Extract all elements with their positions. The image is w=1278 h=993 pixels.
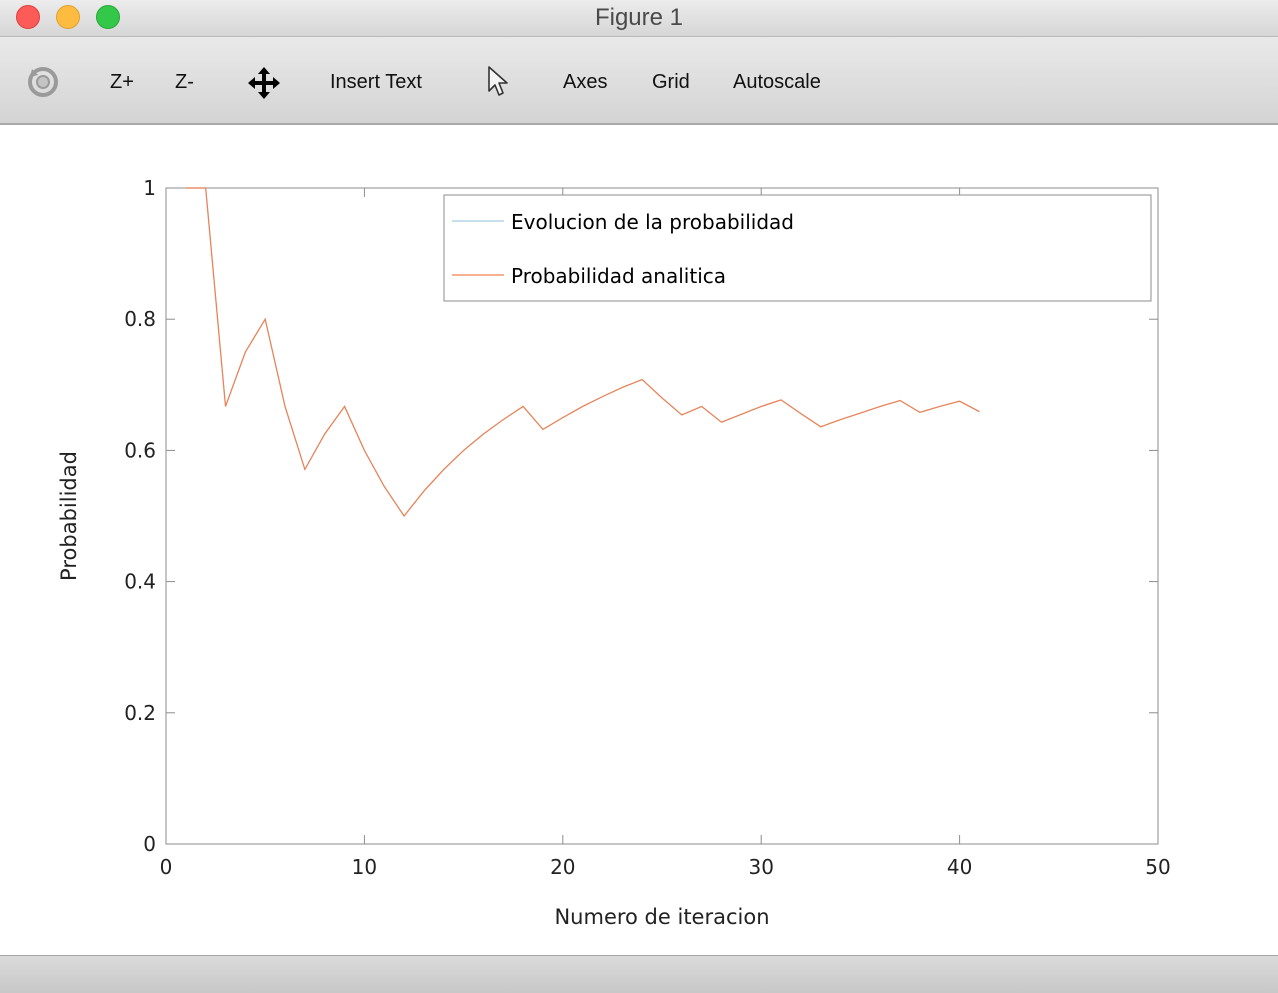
pan-arrows-icon[interactable] [246, 65, 282, 106]
status-bar [0, 955, 1278, 993]
x-tick-label: 40 [947, 855, 972, 879]
window-titlebar: Figure 1 [0, 0, 1278, 37]
figure-toolbar: Z+ Z- Insert Text Axes Grid Autoscale [0, 37, 1278, 125]
figure-canvas: 0 10 20 30 40 50 0 0.2 0.4 0.6 0.8 1 Evolucion de l… [0, 125, 1278, 955]
legend-box [443, 194, 1152, 302]
axes-button[interactable]: Axes [563, 71, 608, 93]
x-axis-label: Numero de iteracion [554, 905, 769, 929]
x-tick-label: 50 [1145, 855, 1170, 879]
y-axis-label: Probabilidad [57, 451, 81, 581]
maximize-window-button[interactable] [96, 5, 120, 29]
y-tick-label: 0.2 [124, 701, 156, 725]
legend-label-analitica: Probabilidad analitica [511, 264, 726, 288]
close-window-button[interactable] [16, 5, 40, 29]
x-tick-label: 30 [748, 855, 773, 879]
window-title: Figure 1 [594, 4, 684, 31]
minimize-window-button[interactable] [56, 5, 80, 29]
zoom-out-button[interactable]: Z- [175, 71, 194, 93]
grid-button[interactable]: Grid [652, 71, 690, 93]
series-layer [185, 187, 980, 518]
y-tick-label: 1 [143, 176, 156, 200]
insert-text-button[interactable]: Insert Text [330, 71, 422, 93]
y-tick-label: 0.8 [124, 307, 156, 331]
y-tick-label: 0.6 [124, 438, 156, 462]
autoscale-button[interactable]: Autoscale [733, 71, 821, 93]
line-chart: 0 10 20 30 40 50 0 0.2 0.4 0.6 0.8 1 Evolucion de l… [57, 176, 1171, 929]
pointer-arrow-icon[interactable] [486, 65, 510, 104]
y-tick-label: 0.4 [124, 570, 156, 594]
legend-label-evolucion: Evolucion de la probabilidad [511, 210, 794, 234]
x-tick-label: 20 [550, 855, 575, 879]
y-tick-label: 0 [143, 832, 156, 856]
series-line-2 [185, 187, 980, 518]
axis-ticks: 0 10 20 30 40 50 0 0.2 0.4 0.6 0.8 1 [124, 176, 1171, 879]
rotate-icon[interactable] [24, 63, 62, 106]
x-tick-label: 0 [160, 855, 173, 879]
x-tick-label: 10 [352, 855, 377, 879]
legend: Evolucion de la probabilidad Probabilida… [443, 194, 1152, 302]
zoom-in-button[interactable]: Z+ [110, 71, 134, 93]
